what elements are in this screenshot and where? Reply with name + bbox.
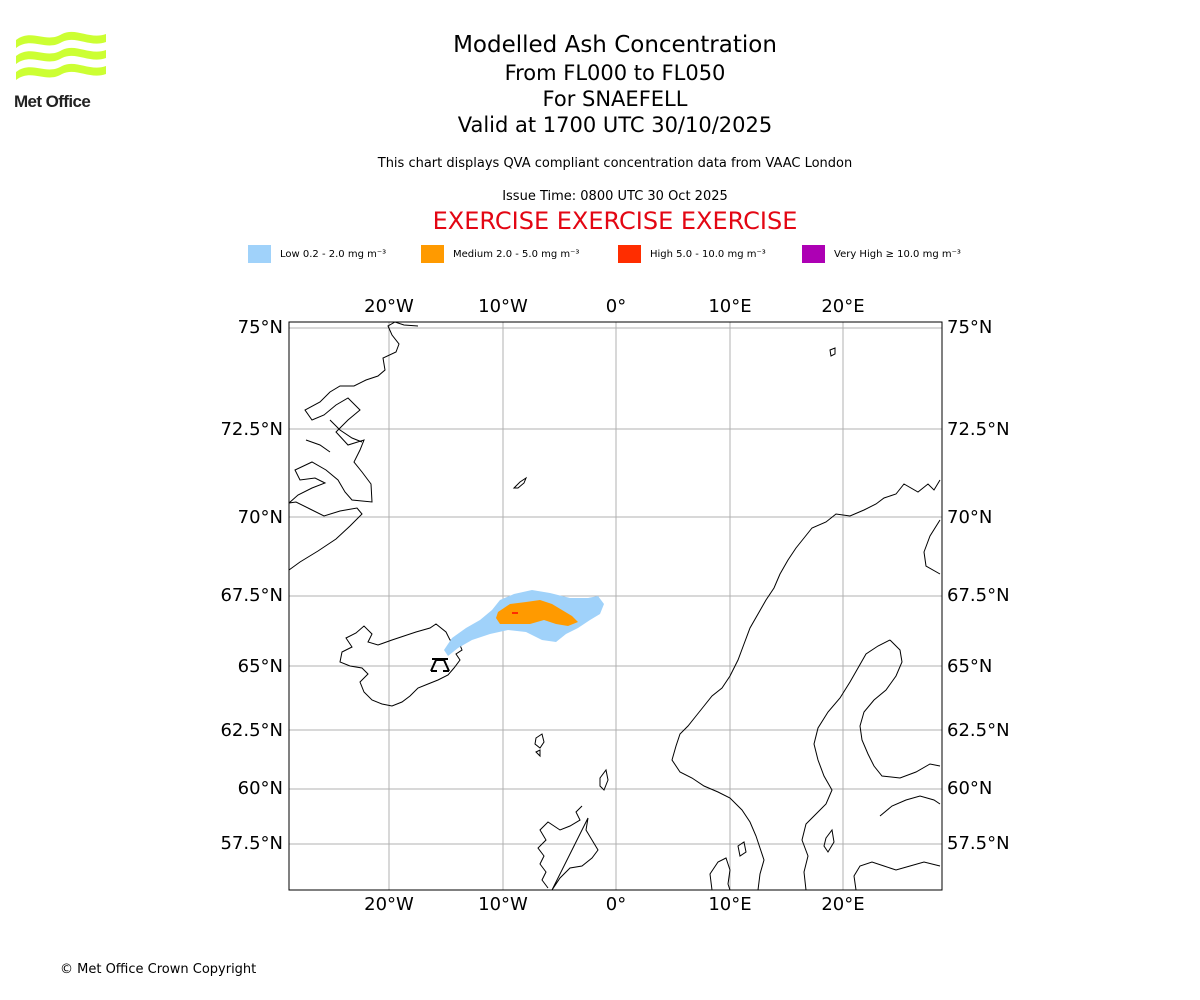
lat-label-left-65n: 65°N: [238, 656, 283, 677]
legend-swatch-medium: [421, 245, 444, 263]
faroe-islands: [534, 733, 545, 758]
lon-label-bottom-10e: 10°E: [708, 894, 751, 915]
bear-island: [829, 347, 836, 357]
exercise-banner: EXERCISE EXERCISE EXERCISE: [432, 207, 798, 235]
copyright-footer: © Met Office Crown Copyright: [60, 962, 257, 977]
lat-label-right-70n: 70°N: [947, 507, 992, 528]
legend-swatch-low: [248, 245, 271, 263]
lat-label-left-60n: 60°N: [238, 778, 283, 799]
legend-swatch-high: [618, 245, 641, 263]
issue-time: Issue Time: 0800 UTC 30 Oct 2025: [502, 189, 728, 204]
legend-swatch-very-high: [802, 245, 825, 263]
legend-label-very-high: Very High ≥ 10.0 mg m⁻³: [834, 248, 961, 260]
lat-label-left-57-5n: 57.5°N: [220, 833, 283, 854]
lat-label-left-70n: 70°N: [238, 507, 283, 528]
lon-label-top-20w: 20°W: [364, 296, 414, 317]
lat-label-right-67-5n: 67.5°N: [947, 585, 1010, 606]
legend-item-high: High 5.0 - 10.0 mg m⁻³: [618, 243, 766, 265]
estonia-coast: [879, 795, 941, 817]
volcano-name: For SNAEFELL: [542, 87, 688, 111]
valid-time: Valid at 1700 UTC 30/10/2025: [457, 113, 773, 137]
legend-label-medium: Medium 2.0 - 5.0 mg m⁻³: [453, 248, 580, 260]
met-office-wordmark: Met Office: [14, 92, 91, 111]
legend-label-low: Low 0.2 - 2.0 mg m⁻³: [280, 248, 387, 260]
lat-label-left-72-5n: 72.5°N: [220, 419, 283, 440]
map-gridlines: [289, 322, 942, 890]
ash-plume-high: [512, 612, 518, 614]
shetland-islands: [599, 768, 609, 791]
kola-coast: [923, 519, 941, 575]
map-frame: [288, 321, 943, 891]
lat-label-left-67-5n: 67.5°N: [220, 585, 283, 606]
lon-label-bottom-20e: 20°E: [821, 894, 864, 915]
lon-label-bottom-20w: 20°W: [364, 894, 414, 915]
legend-item-very-high: Very High ≥ 10.0 mg m⁻³: [802, 243, 961, 265]
iceland-coast: [339, 623, 463, 707]
lon-label-top-0: 0°: [606, 296, 626, 317]
legend-item-medium: Medium 2.0 - 5.0 mg m⁻³: [421, 243, 579, 265]
legend-item-low: Low 0.2 - 2.0 mg m⁻³: [248, 243, 386, 265]
greenland-fjord: [305, 419, 363, 453]
denmark-coast: [709, 841, 747, 891]
chart-header: Modelled Ash Concentration From FL000 to…: [0, 30, 1200, 236]
chart-title: Modelled Ash Concentration: [453, 32, 777, 58]
greenland-coast: [288, 321, 419, 571]
concentration-legend: Low 0.2 - 2.0 mg m⁻³ Medium 2.0 - 5.0 mg…: [248, 243, 1008, 265]
lon-label-bottom-0: 0°: [606, 894, 626, 915]
met-office-logo: Met Office: [14, 30, 108, 114]
ash-plume-medium: [496, 600, 578, 626]
lon-label-top-20e: 20°E: [821, 296, 864, 317]
lat-label-right-65n: 65°N: [947, 656, 992, 677]
lat-label-right-62-5n: 62.5°N: [947, 720, 1010, 741]
latvia-coast: [853, 861, 941, 891]
lat-label-right-72-5n: 72.5°N: [947, 419, 1010, 440]
met-office-waves-icon: [16, 31, 106, 80]
lat-label-left-62-5n: 62.5°N: [220, 720, 283, 741]
sweden-coast: [801, 639, 891, 891]
flight-level-range: From FL000 to FL050: [504, 61, 726, 85]
legend-label-high: High 5.0 - 10.0 mg m⁻³: [650, 248, 766, 260]
lat-label-right-60n: 60°N: [947, 778, 992, 799]
lon-label-bottom-10w: 10°W: [478, 894, 528, 915]
lat-label-left-75n: 75°N: [238, 317, 283, 338]
finland-coast: [859, 639, 941, 779]
volcano-icon: [430, 658, 450, 672]
lat-label-right-57-5n: 57.5°N: [947, 833, 1010, 854]
gotland-island: [823, 828, 835, 853]
scandinavia-coast: [671, 479, 941, 891]
qva-note: This chart displays QVA compliant concen…: [377, 156, 853, 171]
lon-label-top-10w: 10°W: [478, 296, 528, 317]
scotland-coast: [537, 805, 599, 891]
lon-label-top-10e: 10°E: [708, 296, 751, 317]
jan-mayen: [512, 476, 528, 489]
lat-label-right-75n: 75°N: [947, 317, 992, 338]
